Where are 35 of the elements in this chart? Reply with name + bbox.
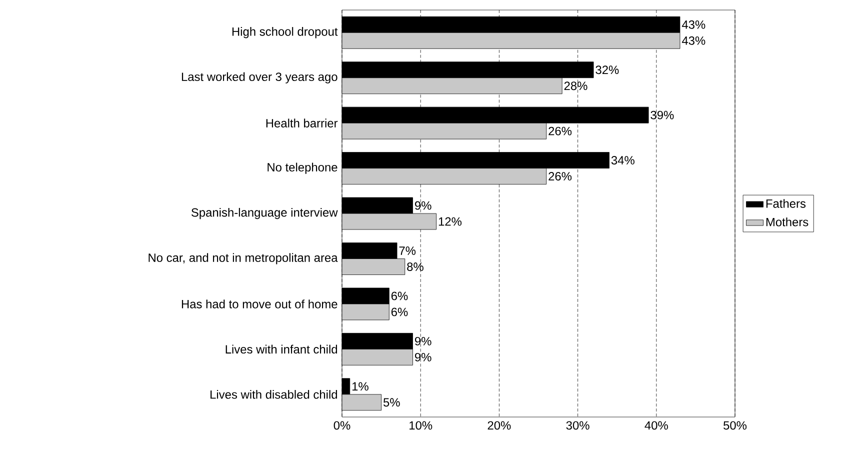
x-tick-label: 40% — [644, 421, 668, 430]
x-tick-label: 50% — [724, 421, 747, 430]
data-label: 12% — [438, 217, 462, 226]
y-tick-label: No telephone — [268, 162, 338, 174]
legend-label: Mothers — [766, 218, 808, 226]
data-label: 9% — [415, 201, 432, 210]
data-label: 7% — [399, 246, 416, 255]
data-label: 28% — [564, 82, 588, 90]
data-label: 43% — [682, 20, 706, 29]
data-label: 34% — [611, 156, 634, 165]
x-tick-label: 10% — [410, 421, 432, 430]
legend-label: Fathers — [766, 199, 806, 208]
y-tick-label: Last worked over 3 years ago — [182, 72, 338, 84]
data-label: 26% — [548, 126, 572, 136]
data-label: 6% — [391, 308, 408, 316]
y-tick-label: Has had to move out of home — [182, 300, 338, 308]
y-tick-label: Spanish-language interview — [191, 208, 338, 220]
data-label: 8% — [407, 262, 424, 271]
data-label: 5% — [383, 398, 400, 407]
data-label: 6% — [391, 292, 408, 300]
data-label: 39% — [650, 110, 674, 120]
data-label: 1% — [352, 382, 368, 391]
data-label: 9% — [415, 336, 432, 346]
x-tick-label: 0% — [334, 421, 350, 430]
data-label: 43% — [682, 36, 706, 45]
x-tick-label: 30% — [566, 421, 590, 430]
data-label: 26% — [548, 172, 572, 181]
data-label: 32% — [596, 66, 619, 74]
y-tick-label: Health barrier — [266, 118, 338, 128]
y-tick-label: Lives with infant child — [226, 344, 338, 354]
y-tick-label: High school dropout — [232, 27, 338, 38]
data-label: 9% — [415, 352, 432, 362]
x-tick-label: 20% — [488, 421, 511, 430]
y-tick-label: Lives with disabled child — [210, 390, 338, 399]
y-tick-label: No car, and not in metropolitan area — [148, 253, 338, 264]
